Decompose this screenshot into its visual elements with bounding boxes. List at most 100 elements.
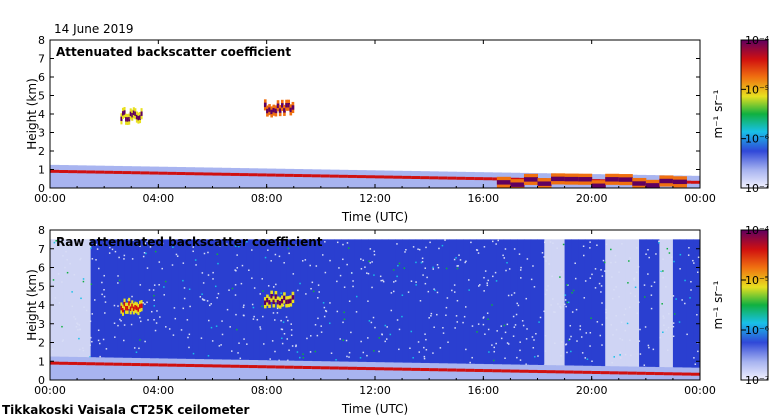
colorbar-2-ticks: 10⁻⁷ 10⁻⁶ 10⁻⁵ 10⁻⁴ [741, 224, 770, 387]
aerosol-bin [131, 357, 141, 380]
aerosol-bin [311, 361, 322, 380]
noise-speck [97, 329, 100, 332]
noise-speck [382, 280, 385, 283]
noise-speck [600, 269, 602, 271]
boundary-layer-bin [86, 170, 96, 174]
boundary-layer-bin [113, 362, 123, 366]
aerosol-bin [257, 360, 268, 380]
cloud-core-bin [131, 113, 134, 118]
noise-speck [487, 328, 490, 331]
noise-speck [483, 316, 485, 318]
noise-speck [301, 260, 304, 262]
noise-speck [681, 299, 683, 301]
noise-speck [557, 303, 559, 305]
noise-speck [288, 252, 290, 255]
noise-speck [643, 364, 646, 366]
noise-speck [637, 265, 640, 268]
noise-speck [117, 282, 119, 284]
noise-speck [476, 331, 478, 333]
noise-speck [510, 294, 513, 296]
noise-speck [372, 316, 375, 319]
noise-speck [348, 351, 351, 354]
noise-speck [432, 352, 434, 354]
noise-speck [158, 261, 161, 263]
noise-speck [360, 340, 362, 343]
aerosol-bin [284, 360, 295, 380]
noise-speck [486, 282, 488, 284]
noise-speck [192, 250, 194, 253]
aerosol-bin [456, 363, 466, 380]
cloud-core-bin [510, 182, 525, 187]
noise-speck [243, 304, 245, 307]
noise-speck [484, 270, 487, 272]
boundary-layer-bin [176, 172, 186, 175]
noise-speck [253, 315, 255, 318]
noise-speck [482, 317, 485, 319]
noise-speck [689, 297, 691, 299]
noise-speck [111, 248, 114, 251]
boundary-layer-bin [483, 177, 493, 181]
boundary-layer-bin [492, 369, 502, 373]
noise-speck [367, 272, 370, 275]
boundary-layer-bin [122, 171, 132, 175]
cloud-core-bin [564, 176, 579, 182]
noise-speck [611, 361, 613, 364]
boundary-layer-bin [375, 367, 385, 371]
noise-speck [562, 243, 565, 246]
panel-raw: Raw attenuated backscatter coefficient 0… [25, 224, 716, 416]
noise-speck [217, 241, 219, 244]
noise-bin [232, 239, 241, 380]
noise-speck [423, 357, 426, 360]
noise-speck [667, 326, 670, 329]
noise-speck [396, 243, 398, 245]
boundary-layer-bin [239, 173, 250, 177]
noise-speck [605, 317, 608, 319]
boundary-layer-bin [212, 364, 223, 368]
aerosol-bin [185, 358, 195, 380]
noise-speck [544, 293, 547, 296]
noise-bin [578, 239, 586, 380]
cloud-core-bin [134, 305, 137, 310]
noise-speck [638, 301, 640, 304]
noise-speck [453, 284, 456, 286]
noise-speck [583, 297, 586, 299]
boundary-layer-bin [501, 369, 511, 373]
noise-speck [638, 340, 641, 342]
noise-speck [624, 308, 627, 310]
noise-speck [516, 356, 518, 359]
colorbar-2: 10⁻⁷ 10⁻⁶ 10⁻⁵ 10⁻⁴ m⁻¹ sr⁻¹ [711, 224, 770, 387]
aerosol-bin [104, 165, 114, 188]
noise-speck [551, 275, 553, 278]
noise-speck [538, 321, 540, 323]
noise-speck [643, 296, 646, 298]
noise-speck [153, 319, 155, 321]
cloud-core-bin [140, 111, 143, 116]
noise-speck [600, 285, 603, 287]
x-tick-label: 08:00 [251, 384, 283, 397]
noise-speck [210, 303, 212, 305]
boundary-layer-bin [338, 174, 349, 178]
noise-speck [231, 350, 233, 352]
noise-speck [618, 271, 620, 273]
cloud-core-bin [283, 295, 286, 301]
aerosol-bin [293, 360, 304, 380]
noise-speck [82, 347, 84, 349]
y-axis-label-1: Height (km) [25, 78, 39, 149]
boundary-layer-bin [582, 370, 593, 374]
noise-speck [533, 286, 536, 288]
noise-speck [590, 317, 592, 319]
noise-speck [600, 291, 602, 293]
noise-speck [412, 357, 414, 359]
noise-speck [579, 328, 581, 331]
aerosol-bin [59, 165, 69, 188]
noise-speck [219, 244, 221, 247]
noise-speck [188, 333, 191, 336]
noise-bin [503, 239, 511, 380]
noise-speck [378, 337, 380, 339]
noise-speck [487, 279, 489, 282]
noise-speck [207, 251, 209, 254]
boundary-layer-bin [627, 371, 638, 375]
noise-bin [442, 239, 450, 380]
noise-speck [278, 359, 280, 362]
noise-speck [675, 298, 677, 300]
